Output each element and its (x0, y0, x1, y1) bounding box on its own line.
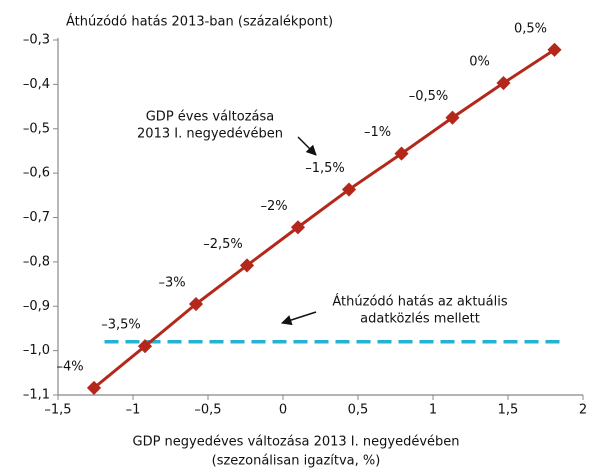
y-tick-label: –0,5 (23, 121, 50, 136)
marker (547, 42, 562, 57)
point-label: –3% (158, 276, 185, 291)
y-tick-label: –1,1 (23, 388, 50, 403)
annotation-arrow (297, 136, 317, 156)
annotation: GDP éves változása (146, 110, 275, 125)
marker (341, 182, 357, 197)
y-tick-label: –0,9 (23, 299, 50, 314)
x-axis-label: GDP negyedéves változása 2013 I. negyedé… (133, 435, 460, 450)
marker (445, 110, 460, 125)
x-tick-label: –0,5 (194, 403, 221, 418)
marker (239, 258, 255, 273)
marker (188, 296, 204, 312)
x-tick-label: 0 (279, 403, 287, 418)
point-label: 0,5% (514, 21, 547, 36)
point-label: –0,5% (409, 89, 449, 104)
x-tick-label: –1,5 (44, 403, 71, 418)
y-tick-label: –1,0 (23, 343, 50, 358)
annotation: Áthúzódó hatás az aktuális (332, 294, 507, 310)
y-tick-label: –0,4 (23, 77, 50, 92)
x-axis-label: (szezonálisan igazítva, %) (212, 454, 381, 469)
marker (137, 339, 153, 354)
point-label: 0% (469, 55, 490, 70)
x-tick-label: 0,5 (348, 403, 369, 418)
x-tick-label: –1 (126, 403, 141, 418)
y-tick-label: –0,8 (23, 254, 50, 269)
annotation-arrow (281, 311, 317, 326)
marker (86, 380, 102, 395)
point-label: –1,5% (305, 161, 345, 176)
point-label: –2% (260, 199, 287, 214)
line (93, 48, 556, 390)
x-tick-label: 1,5 (498, 403, 519, 418)
marker (496, 75, 511, 91)
marker (290, 220, 306, 235)
point-label: –2,5% (203, 237, 243, 252)
point-label: –3,5% (101, 318, 141, 333)
y-tick-label: –0,7 (23, 210, 50, 225)
x-tick-label: 2 (579, 403, 587, 418)
x-tick-label: 1 (429, 403, 437, 418)
annotation: 2013 I. negyedévében (137, 127, 283, 142)
point-label: –4% (56, 359, 83, 374)
annotation: adatközlés mellett (360, 312, 480, 327)
y-tick-label: –0,3 (23, 33, 50, 48)
chart-title: Áthúzódó hatás 2013-ban (százalékpont) (66, 14, 333, 30)
point-label: –1% (364, 125, 391, 140)
y-tick-label: –0,6 (23, 166, 50, 181)
marker (394, 146, 409, 161)
